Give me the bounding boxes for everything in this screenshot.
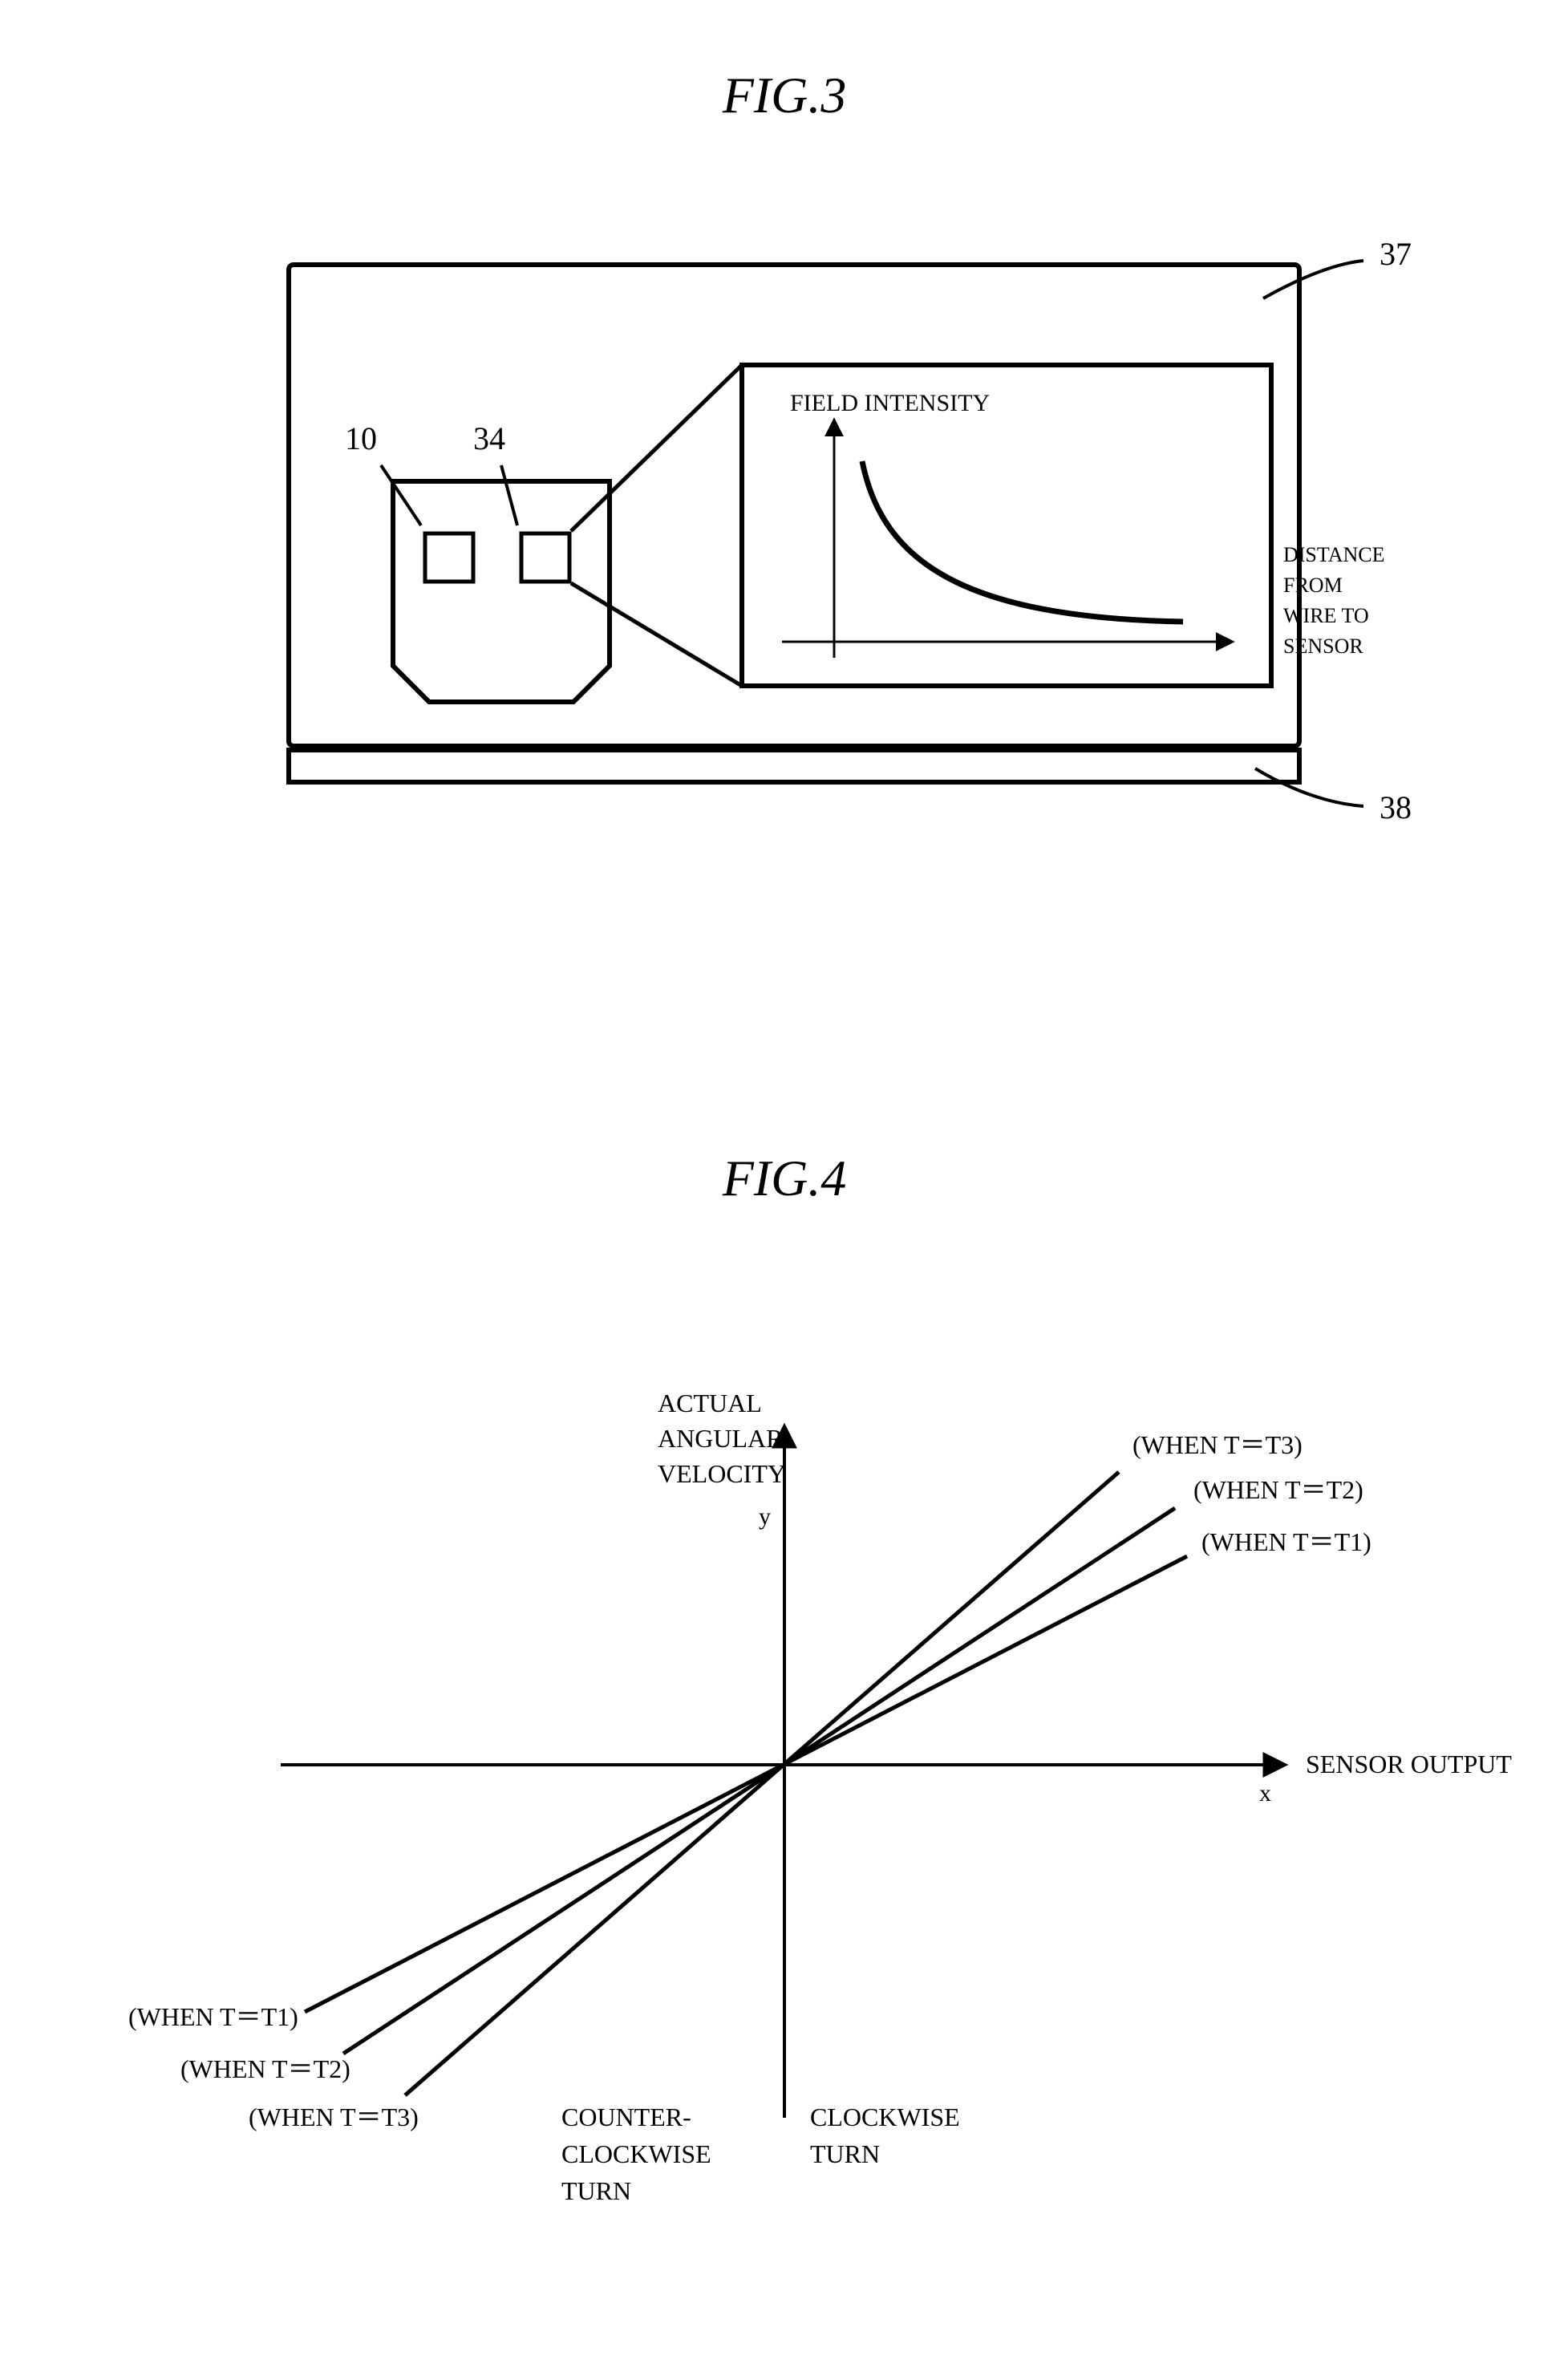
inset-ylabel: FIELD INTENSITY: [790, 390, 990, 416]
line-t3: [405, 1472, 1119, 2095]
label-t3-left: (WHEN T＝T3): [249, 2103, 419, 2131]
leader-38: [1255, 768, 1363, 806]
label-t1-left: (WHEN T＝T1): [128, 2002, 298, 2031]
fig3-title: FIG.3: [722, 67, 847, 124]
ref-label-37: 37: [1380, 236, 1412, 272]
label-t2-left: (WHEN T＝T2): [180, 2054, 350, 2083]
line-t2: [343, 1508, 1175, 2054]
ccw-label: COUNTER- CLOCKWISE TURN: [561, 2103, 718, 2205]
label-t2-right: (WHEN T＝T2): [1193, 1475, 1363, 1504]
fig-4: FIG.4 SENSOR OUTPUT x ACTUAL ANGULAR VEL…: [128, 1150, 1512, 2205]
line-t1: [305, 1556, 1187, 2012]
leader-34: [501, 465, 517, 525]
ref-label-38: 38: [1380, 789, 1412, 825]
callout-line-bottom: [571, 583, 742, 686]
fig4-x-label: SENSOR OUTPUT: [1306, 1750, 1512, 1778]
chip-pad-right: [521, 533, 569, 582]
chip-outline: [393, 481, 610, 702]
chip-pad-left: [425, 533, 473, 582]
ref-label-34: 34: [473, 420, 505, 456]
callout-line-top: [571, 365, 742, 531]
ref-label-10: 10: [345, 420, 377, 456]
cw-label: CLOCKWISE TURN: [810, 2103, 966, 2168]
label-t3-right: (WHEN T＝T3): [1132, 1430, 1303, 1459]
leader-10: [381, 465, 421, 525]
fig4-x-tick: x: [1259, 1780, 1271, 1807]
bottom-bar-38: [289, 750, 1299, 782]
fig4-title: FIG.4: [722, 1150, 847, 1206]
fig-3: FIG.3 37 38 10 34 FIELD INTENSITY: [289, 67, 1412, 825]
patent-drawing-page: FIG.3 37 38 10 34 FIELD INTENSITY: [0, 0, 1568, 2356]
label-t1-right: (WHEN T＝T1): [1201, 1527, 1371, 1556]
fig4-y-tick: y: [759, 1503, 771, 1530]
fig4-y-label: ACTUAL ANGULAR VELOCITY: [658, 1389, 789, 1488]
page-svg: FIG.3 37 38 10 34 FIELD INTENSITY: [0, 0, 1568, 2356]
